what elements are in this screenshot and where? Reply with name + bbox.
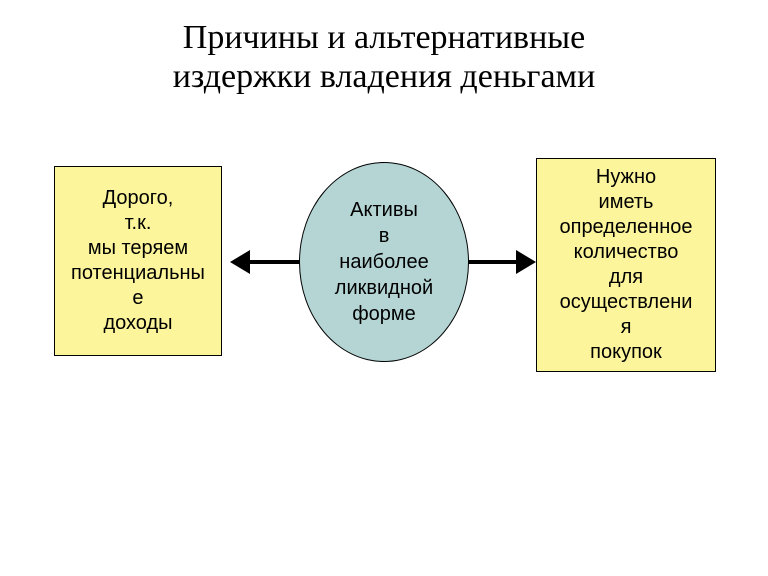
left-box: Дорого, т.к. мы теряем потенциальны е до… [54,166,222,356]
slide-title: Причины и альтернативные издержки владен… [0,18,768,96]
arrow-left-icon [230,248,300,276]
left-box-text: Дорого, т.к. мы теряем потенциальны е до… [71,186,205,336]
center-ellipse-text: Активы в наиболее ликвидной форме [335,197,433,327]
right-box-text: Нужно иметь определенное количество для … [559,165,692,365]
center-ellipse: Активы в наиболее ликвидной форме [299,162,469,362]
arrow-right-icon [468,248,536,276]
right-box: Нужно иметь определенное количество для … [536,158,716,372]
